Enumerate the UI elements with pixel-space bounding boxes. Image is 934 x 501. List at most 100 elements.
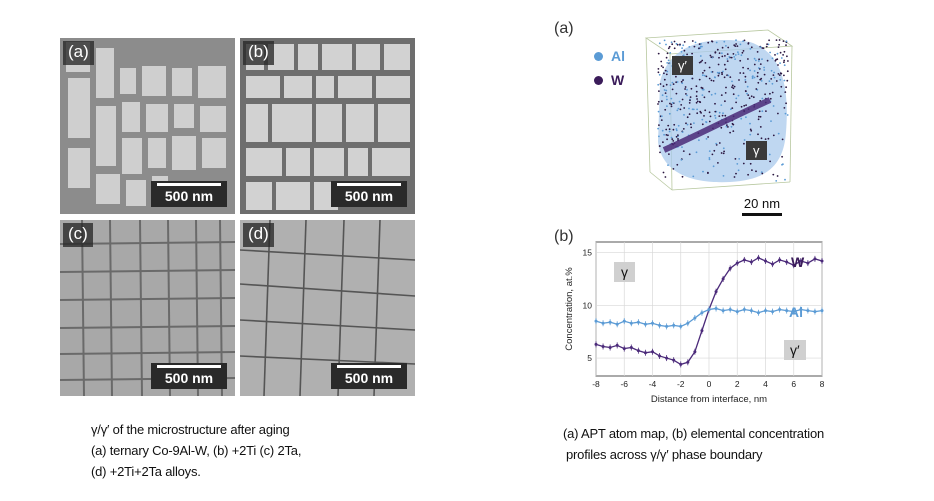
atom-dot: [763, 66, 765, 69]
atom-dot: [764, 93, 766, 96]
atom-dot: [786, 70, 789, 73]
atom-dot: [747, 67, 749, 70]
data-point-al: [820, 309, 824, 313]
atom-dot: [666, 70, 669, 73]
atom-dot: [659, 83, 662, 85]
panel-label-b: (b): [243, 41, 274, 65]
atom-dot: [709, 54, 712, 57]
atom-dot: [722, 152, 725, 155]
data-point-al: [813, 310, 817, 314]
series-layer: [594, 254, 824, 368]
atom-dot: [703, 96, 706, 99]
apt-legend-al-label: Al: [611, 48, 625, 64]
atom-dot: [729, 131, 731, 134]
data-point-w: [643, 351, 647, 355]
atom-dot: [721, 55, 724, 58]
atom-dot: [705, 138, 708, 140]
scale-bar-d-text: 500 nm: [344, 370, 394, 386]
atom-dot: [716, 71, 719, 74]
atom-dot: [749, 48, 752, 50]
atom-dot: [698, 43, 701, 45]
atom-dot: [767, 43, 770, 46]
atom-dot: [758, 58, 760, 61]
atom-dot: [686, 116, 689, 119]
atom-dot: [664, 69, 667, 72]
atom-dot: [698, 139, 700, 142]
atom-dot: [675, 75, 677, 78]
atom-dot: [721, 52, 723, 55]
atom-dot: [779, 95, 782, 98]
atom-dot: [663, 39, 666, 42]
left-caption-line-2: (a) ternary Co-9Al-W, (b) +2Ti (c) 2Ta,: [91, 443, 302, 458]
atom-dot: [724, 55, 726, 57]
atom-dot: [685, 93, 687, 95]
atom-dot: [707, 41, 710, 44]
data-point-al: [778, 308, 782, 312]
apt-phase-bottom: γ: [746, 141, 767, 160]
atom-dot: [683, 41, 686, 43]
atom-dot: [682, 128, 685, 130]
right-caption-line-1: (a) APT atom map, (b) elemental concentr…: [563, 426, 824, 441]
atom-dot: [695, 90, 698, 93]
left-caption: γ/γ′ of the microstructure after aging (…: [91, 419, 301, 482]
atom-dot: [761, 110, 764, 113]
micrograph-c: (c) 500 nm: [60, 220, 235, 396]
data-point-w: [629, 346, 633, 350]
atom-dot: [745, 104, 747, 106]
atom-dot: [750, 95, 753, 98]
atom-dot: [683, 114, 685, 116]
atom-dot: [698, 61, 701, 64]
atom-dot: [776, 52, 779, 55]
atom-dot: [708, 90, 711, 93]
atom-dot: [668, 130, 671, 133]
atom-dot: [732, 130, 735, 132]
atom-dot: [765, 110, 767, 112]
atom-dot: [705, 75, 708, 78]
atom-dot: [785, 40, 788, 43]
atom-dot: [771, 57, 774, 60]
data-point-al: [700, 311, 704, 315]
atom-dot: [785, 86, 787, 89]
atom-dot: [668, 153, 670, 156]
atom-dot: [722, 112, 724, 115]
atom-dot: [705, 121, 708, 124]
series-label-w: W: [791, 254, 805, 270]
atom-dot: [733, 176, 736, 178]
atom-dot: [664, 108, 667, 111]
atom-dot: [681, 47, 683, 49]
atom-dot: [735, 172, 737, 175]
atom-dot: [676, 109, 679, 112]
atom-dot: [750, 129, 753, 132]
scale-bar-b: 500 nm: [331, 181, 407, 207]
atom-dot: [689, 96, 692, 98]
atom-dot: [783, 64, 786, 67]
apt-scale-bar: 20 nm: [742, 196, 782, 216]
atom-dot: [717, 162, 719, 164]
atom-dot: [749, 162, 752, 165]
atom-dot: [684, 88, 686, 90]
atom-dot: [707, 172, 709, 175]
atom-dot: [740, 105, 743, 108]
atom-dot: [733, 44, 736, 46]
atom-dot: [702, 72, 704, 74]
atom-dot: [772, 74, 775, 76]
atom-dot: [753, 57, 756, 60]
atom-dot: [692, 175, 695, 178]
data-point-al: [756, 311, 760, 315]
atom-dot: [782, 40, 785, 42]
atom-dot: [735, 101, 737, 104]
atom-dot: [742, 66, 744, 69]
atom-dot: [708, 157, 711, 159]
micrograph-b: (b) 500 nm: [240, 38, 415, 214]
atom-dot: [689, 123, 692, 126]
data-point-w: [806, 261, 810, 265]
atom-dot: [729, 76, 732, 78]
atom-dot: [782, 54, 784, 56]
atom-dot: [772, 134, 775, 137]
atom-dot: [770, 78, 773, 80]
atom-dot: [666, 52, 669, 55]
atom-dot: [714, 102, 716, 105]
atom-dot: [684, 86, 687, 88]
atom-dot: [783, 79, 786, 82]
data-point-w: [756, 256, 760, 260]
